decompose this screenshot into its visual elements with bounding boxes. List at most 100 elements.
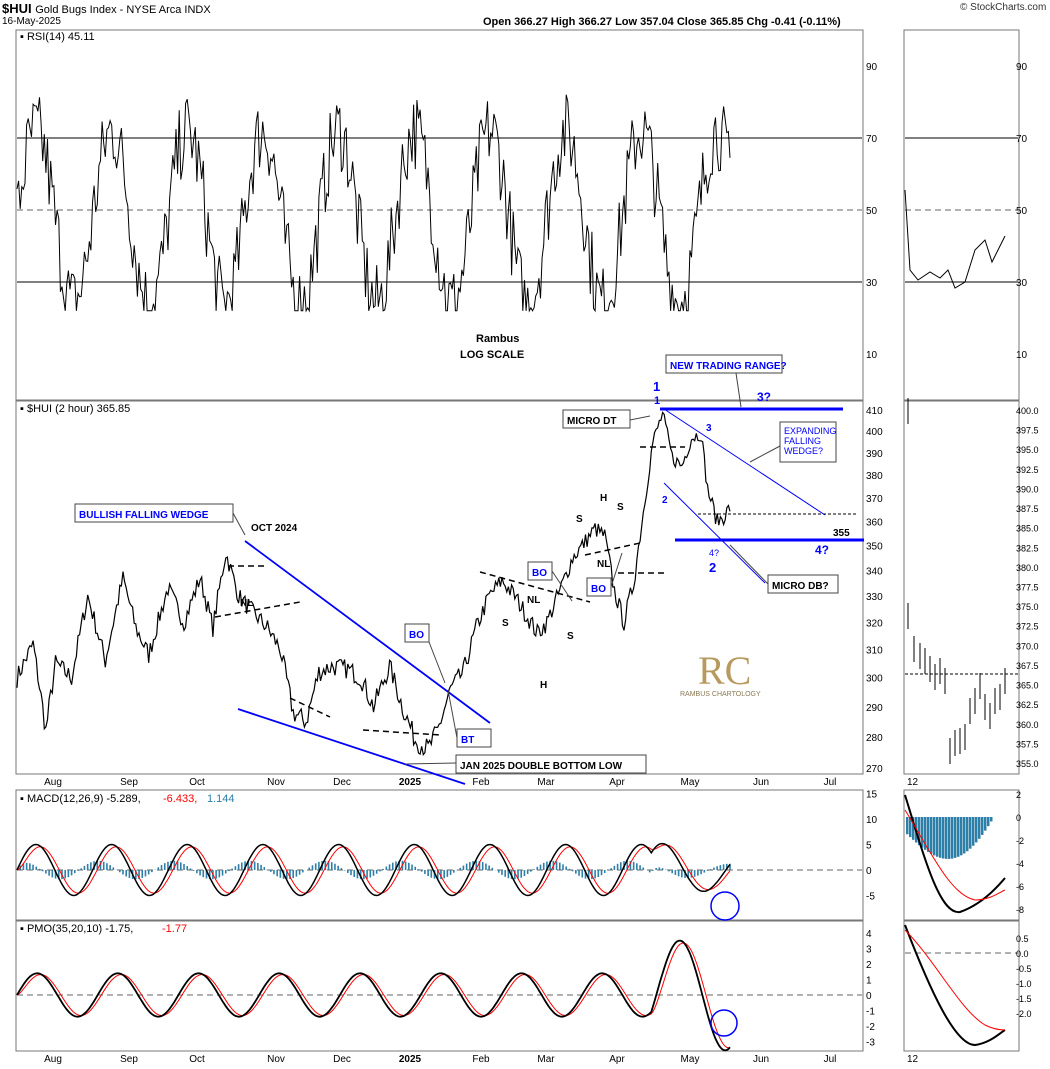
macd-mini-bar-22 bbox=[972, 817, 975, 846]
mini-month-label-1: 12 bbox=[907, 1054, 919, 1065]
macd-mini-bar-9 bbox=[933, 817, 936, 856]
wave-1-label-b: 1 bbox=[654, 395, 660, 407]
macd-tick--5: -5 bbox=[866, 892, 875, 903]
macd-mini-tick--8: -8 bbox=[1016, 905, 1024, 915]
mini-price-tick-372.5: 372.5 bbox=[1016, 622, 1039, 632]
macd-line bbox=[16, 842, 731, 897]
pmo-mini-signal bbox=[904, 929, 1006, 1031]
macd-mini-bar-7 bbox=[927, 817, 930, 852]
macd-label: ▪ MACD(12,26,9) -5.289, bbox=[20, 793, 141, 805]
macd-mini-line bbox=[904, 794, 1006, 914]
rambus-logo-mark: RC bbox=[698, 648, 751, 693]
mini-price-tick-380.0: 380.0 bbox=[1016, 563, 1039, 573]
pmo-tick-4: 4 bbox=[866, 929, 872, 940]
month-label-3-0: Nov bbox=[267, 777, 285, 788]
price-mini-frame bbox=[903, 400, 1020, 775]
head-label-2: H bbox=[540, 680, 547, 691]
month-label-5-0: 2025 bbox=[399, 777, 422, 788]
pmo-tick--3: -3 bbox=[866, 1038, 875, 1049]
month-label-11-0: Jul bbox=[824, 777, 837, 788]
bullish-falling-wedge-label: BULLISH FALLING WEDGE bbox=[79, 510, 209, 521]
price-label: ▪ $HUI (2 hour) 365.85 bbox=[20, 403, 130, 415]
shoulder-label-3: S bbox=[502, 618, 509, 629]
micro-dt-pointer bbox=[629, 415, 651, 421]
macd-mini-bar-25 bbox=[981, 817, 984, 835]
new-trading-range-label: NEW TRADING RANGE? bbox=[670, 361, 787, 372]
price-tick-400: 400 bbox=[866, 427, 883, 438]
month-label-10-0: Jun bbox=[753, 777, 769, 788]
nl-oct-label: NL bbox=[240, 598, 253, 609]
mini-price-tick-377.5: 377.5 bbox=[1016, 583, 1039, 593]
macd-mini-bar-1 bbox=[909, 817, 912, 838]
symbol-title: $HUI Gold Bugs Index - NYSE Arca INDX bbox=[2, 1, 211, 16]
mini-price-tick-392.5: 392.5 bbox=[1016, 465, 1039, 475]
pmo-signal-line bbox=[16, 942, 731, 1049]
macd-mini-bar-8 bbox=[930, 817, 933, 854]
pmo-mini-line bbox=[904, 924, 1006, 1047]
shoulder-label-4: S bbox=[567, 631, 574, 642]
price-tick-350: 350 bbox=[866, 542, 883, 553]
mini-price-tick-382.5: 382.5 bbox=[1016, 543, 1039, 553]
month-label-4-0: Dec bbox=[333, 777, 351, 788]
macd-mini-bar-5 bbox=[921, 817, 924, 848]
price-tick-300: 300 bbox=[866, 674, 883, 685]
bt-label: BT bbox=[461, 735, 474, 746]
nl-apr-label: NL bbox=[597, 559, 610, 570]
macd-hist-value: 1.144 bbox=[207, 793, 235, 805]
macd-mini-tick--6: -6 bbox=[1016, 882, 1024, 892]
expanding-wedge-text-1: FALLING bbox=[784, 436, 821, 446]
macd-mini-bar-13 bbox=[945, 817, 948, 859]
bo-pointer-1 bbox=[428, 641, 446, 684]
price-tick-280: 280 bbox=[866, 733, 883, 744]
micro-dt-label-box bbox=[562, 409, 631, 429]
rsi-mini-tick-10: 10 bbox=[1016, 350, 1028, 361]
rsi-tick-10: 10 bbox=[866, 350, 878, 361]
macd-mini-bar-0 bbox=[906, 817, 909, 835]
month-label-6-0: Feb bbox=[472, 777, 490, 788]
month-label-7-1: Mar bbox=[537, 1054, 555, 1065]
wave-2b-label: 2 bbox=[709, 560, 716, 575]
price-tick-290: 290 bbox=[866, 703, 883, 714]
month-label-1-1: Sep bbox=[120, 1054, 138, 1065]
month-label-11-1: Jul bbox=[824, 1054, 837, 1065]
macd-mini-bar-21 bbox=[969, 817, 972, 849]
month-label-2-1: Oct bbox=[189, 1054, 205, 1065]
micro-db-label: MICRO DB? bbox=[772, 581, 829, 592]
month-label-0-1: Aug bbox=[44, 1054, 62, 1065]
new-trading-range-label-box bbox=[665, 354, 783, 374]
nl-mar-label: NL bbox=[527, 595, 540, 606]
month-label-10-1: Jun bbox=[753, 1054, 769, 1065]
price-tick-410: 410 bbox=[866, 406, 883, 417]
pmo-mini-tick--2.0: -2.0 bbox=[1016, 1009, 1032, 1019]
wave-1-label-a: 1 bbox=[653, 379, 660, 394]
new-trading-range-pointer bbox=[735, 372, 742, 408]
price-tick-340: 340 bbox=[866, 566, 883, 577]
rsi-tick-70: 70 bbox=[866, 134, 878, 145]
macd-mini-bar-26 bbox=[984, 817, 987, 831]
mini-price-tick-385.0: 385.0 bbox=[1016, 524, 1039, 534]
oct-2024-label: OCT 2024 bbox=[251, 523, 298, 534]
mini-price-tick-375.0: 375.0 bbox=[1016, 602, 1039, 612]
month-label-8-0: Apr bbox=[609, 777, 625, 788]
month-label-2-0: Oct bbox=[189, 777, 205, 788]
rsi-tick-50: 50 bbox=[866, 206, 878, 217]
expanding-wedge-text-0: EXPANDING bbox=[784, 426, 836, 436]
expanding-wedge-lower bbox=[663, 482, 766, 584]
mini-price-tick-395.0: 395.0 bbox=[1016, 445, 1039, 455]
neckline-dec bbox=[362, 729, 441, 736]
macd-mini-bar-12 bbox=[942, 817, 945, 859]
wave-2a-label: 2 bbox=[662, 495, 668, 506]
level-355-label: 355 bbox=[833, 528, 850, 539]
month-label-9-0: May bbox=[681, 777, 700, 788]
mini-price-tick-355.0: 355.0 bbox=[1016, 759, 1039, 769]
macd-mini-bar-17 bbox=[957, 817, 960, 857]
rsi-mini-tick-70: 70 bbox=[1016, 134, 1028, 145]
neckline-mar bbox=[479, 571, 591, 603]
price-tick-390: 390 bbox=[866, 449, 883, 460]
macd-signal-line bbox=[16, 844, 731, 894]
wave-4q-label: 4? bbox=[815, 543, 829, 557]
bo-label-1-box bbox=[404, 623, 430, 643]
mini-price-tick-400.0: 400.0 bbox=[1016, 406, 1039, 416]
macd-mini-tick-0: 0 bbox=[1016, 813, 1021, 823]
macd-tick-10: 10 bbox=[866, 815, 878, 826]
